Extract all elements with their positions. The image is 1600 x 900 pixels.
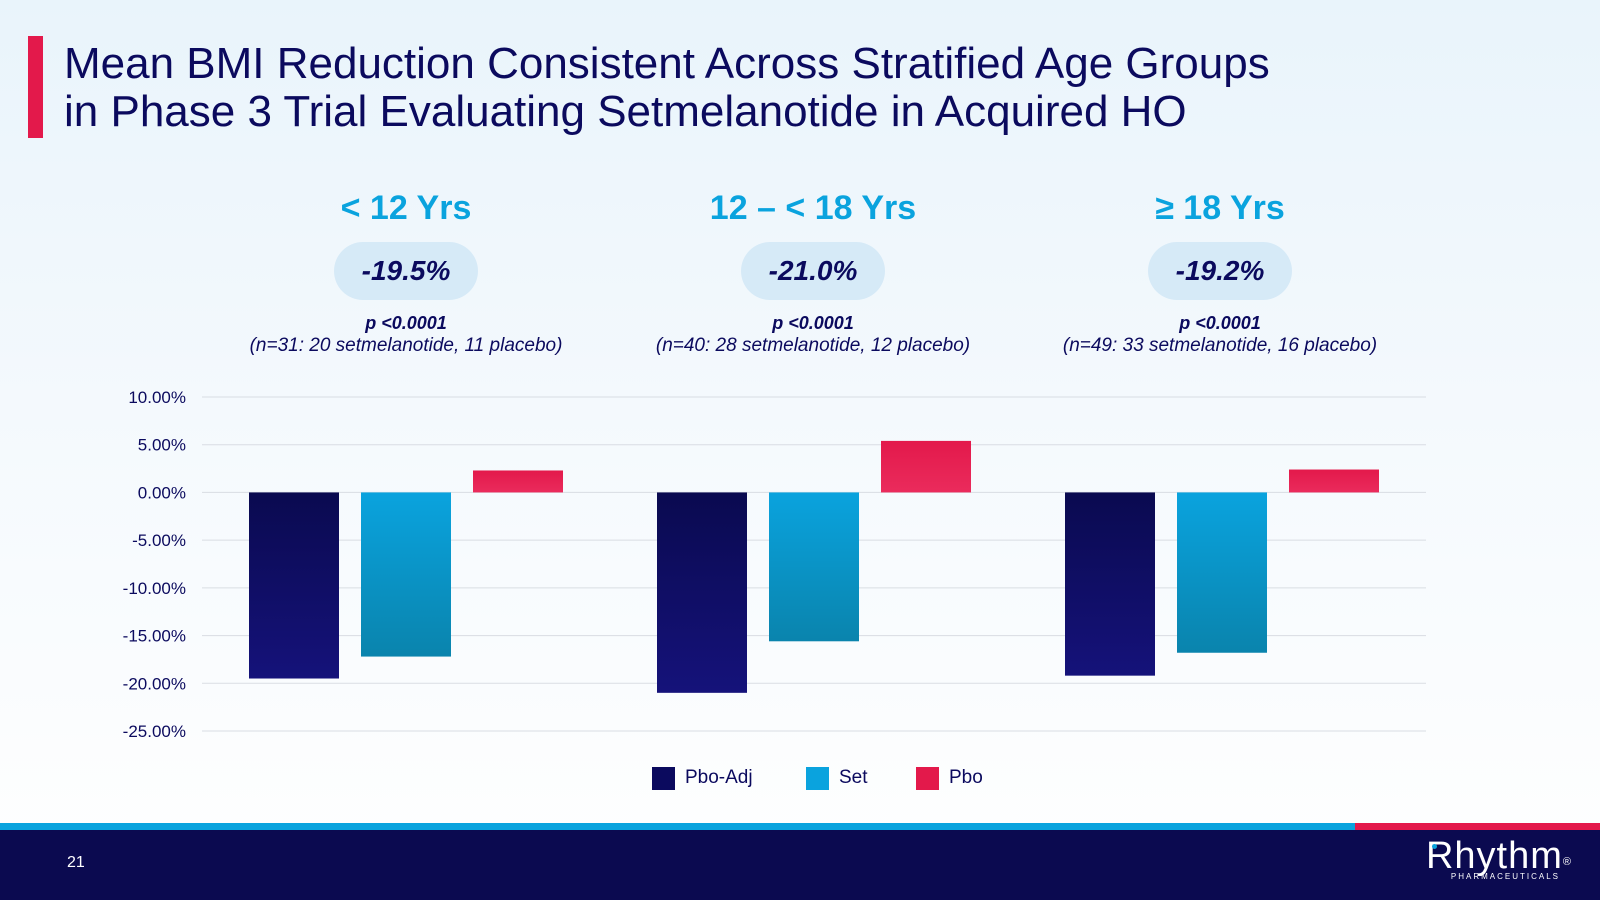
group-header-2: 12 – < 18 Yrs -21.0% p <0.0001 (n=40: 28… <box>603 188 1023 358</box>
bar-set-1 <box>361 492 451 657</box>
logo-registered-mark: ® <box>1562 856 1572 868</box>
p-value: p <0.0001 <box>365 313 447 333</box>
group-header-3: ≥ 18 Yrs -19.2% p <0.0001 (n=49: 33 setm… <box>1010 188 1430 358</box>
sample-size: (n=31: 20 setmelanotide, 11 placebo) <box>249 335 563 356</box>
group-header-1: < 12 Yrs -19.5% p <0.0001 (n=31: 20 setm… <box>196 188 616 358</box>
effect-badge: -19.5% <box>334 242 478 300</box>
legend-label: Set <box>839 767 868 788</box>
y-tick-label: -20.00% <box>123 674 186 693</box>
y-tick-label: -15.00% <box>123 627 186 646</box>
bar-pbo-2 <box>881 440 971 493</box>
bar-pbo-adj-3 <box>1065 492 1155 676</box>
legend-label: Pbo-Adj <box>685 767 753 788</box>
y-tick-label: -10.00% <box>123 579 186 598</box>
page-title-line1: Mean BMI Reduction Consistent Across Str… <box>64 39 1270 88</box>
group-label: 12 – < 18 Yrs <box>709 189 917 227</box>
bar-pbo-adj-2 <box>657 492 747 693</box>
page-title: Mean BMI Reduction Consistent Across Str… <box>64 40 1444 136</box>
bar-pbo-adj-1 <box>249 492 339 679</box>
y-tick-label: 5.00% <box>138 436 186 455</box>
legend-swatch <box>806 766 829 790</box>
footer-bar: 21 Rhythm® PHARMACEUTICALS <box>0 830 1600 900</box>
legend-swatch <box>916 766 939 790</box>
footer-stripe-red <box>1355 823 1600 830</box>
group-label: ≥ 18 Yrs <box>1155 189 1285 227</box>
y-tick-label: -25.00% <box>123 722 186 741</box>
bar-set-3 <box>1177 492 1267 653</box>
page-title-line2: in Phase 3 Trial Evaluating Setmelanotid… <box>64 87 1187 136</box>
effect-badge: -19.2% <box>1148 242 1292 300</box>
chart-legend: Pbo-Adj Set Pbo <box>0 765 1600 795</box>
y-tick-label: 0.00% <box>138 483 186 502</box>
page-number: 21 <box>67 854 85 871</box>
legend-swatch <box>652 766 675 790</box>
bar-set-2 <box>769 492 859 642</box>
legend-item-set: Set <box>806 765 868 791</box>
group-label: < 12 Yrs <box>340 189 472 227</box>
logo-name: Rhythm <box>1425 835 1563 877</box>
logo-subtitle: PHARMACEUTICALS <box>1450 872 1560 881</box>
footer-stripe-blue <box>0 823 1355 830</box>
sample-size: (n=40: 28 setmelanotide, 12 placebo) <box>655 335 971 356</box>
legend-label: Pbo <box>949 767 983 788</box>
logo-dot-icon <box>1431 844 1437 849</box>
legend-item-pbo: Pbo <box>916 765 983 791</box>
y-tick-label: 10.00% <box>128 388 186 407</box>
sample-size: (n=49: 33 setmelanotide, 16 placebo) <box>1062 335 1378 356</box>
legend-item-pbo-adj: Pbo-Adj <box>652 765 753 791</box>
y-tick-label: -5.00% <box>132 531 186 550</box>
rhythm-logo: Rhythm® PHARMACEUTICALS <box>1426 836 1572 881</box>
p-value: p <0.0001 <box>772 313 854 333</box>
effect-badge: -21.0% <box>741 242 885 300</box>
p-value: p <0.0001 <box>1179 313 1261 333</box>
title-accent-bar <box>28 36 43 138</box>
bar-pbo-1 <box>473 470 563 493</box>
bar-pbo-3 <box>1289 469 1379 493</box>
